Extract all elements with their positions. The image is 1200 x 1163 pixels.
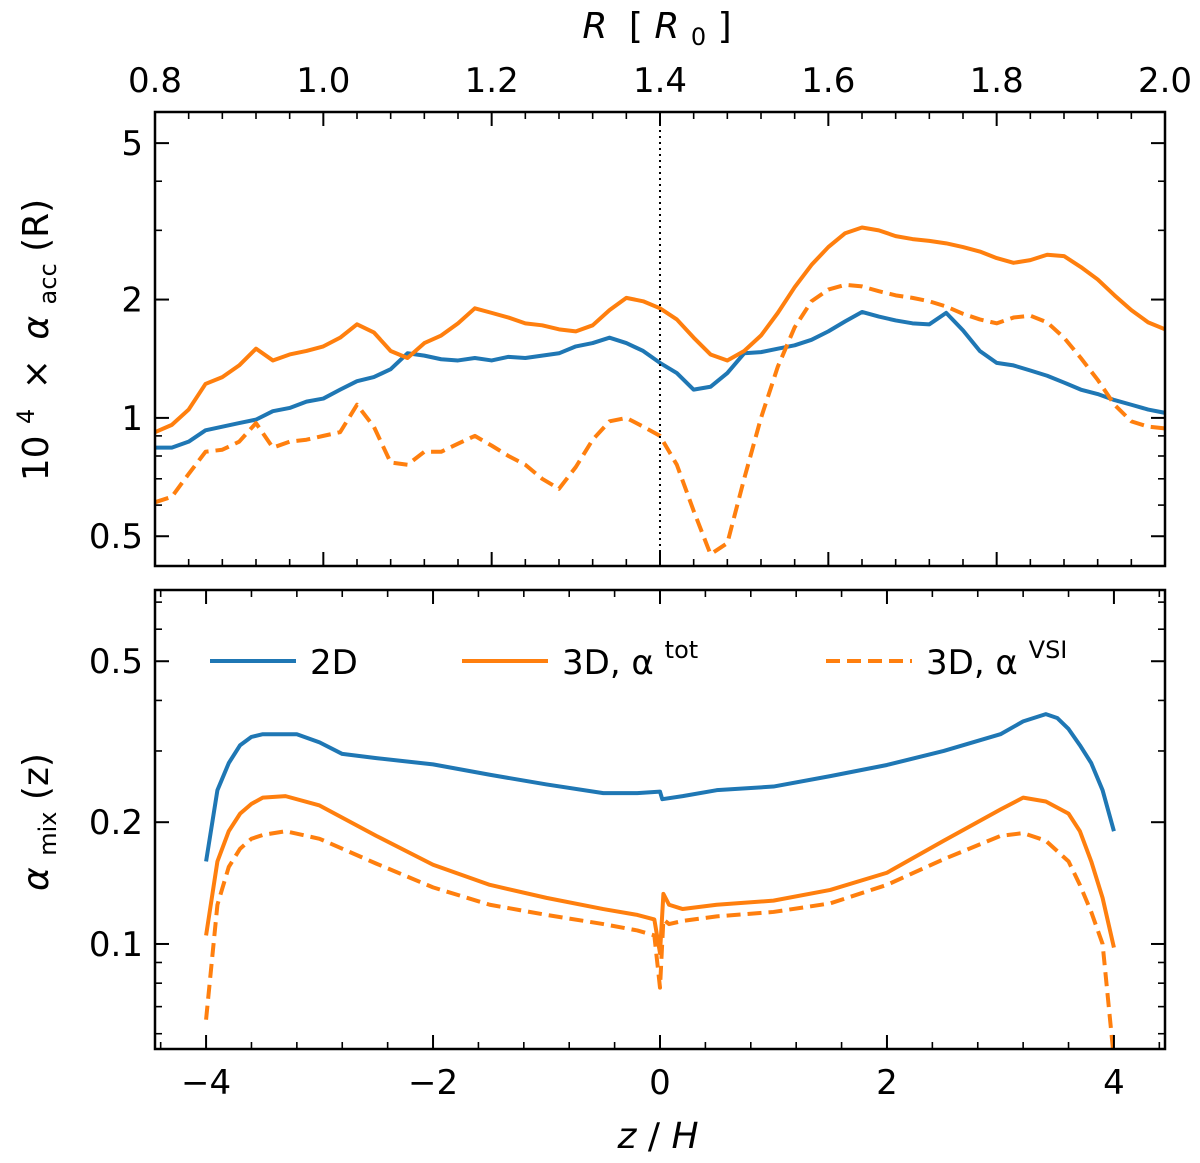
top-ylabel-base: 10 — [16, 435, 57, 481]
bottom-xlabel: z / H — [616, 1116, 698, 1157]
legend-label-3d-vsi-main: 3D, α — [926, 643, 1018, 683]
top-xtick-label: 0.8 — [128, 61, 182, 101]
bottom-series-3d-tot — [204, 794, 1116, 955]
top-series-group — [155, 225, 1165, 557]
bottom-ylabel: α mix (z) — [16, 753, 65, 891]
bottom-xtick-label: 2 — [876, 1063, 898, 1103]
top-panel: 0.8 1.0 1.2 1.4 1.6 1.8 2.0 0.5 1 2 5 R [ R 0 ] 10… — [2, 6, 1192, 568]
top-series-3d-vsi-dashed — [155, 282, 1165, 557]
top-series-3d-tot — [155, 225, 1165, 434]
legend: 2D 3D, α tot 3D, α VSI — [210, 636, 1067, 683]
top-ytick-label: 1 — [121, 399, 143, 439]
bottom-ytick-label: 0.2 — [89, 803, 143, 843]
bottom-series-3d-vsi-dashed — [204, 829, 1115, 1049]
legend-label-3d-vsi: 3D, α VSI — [926, 636, 1067, 683]
top-ylabel: 10 4 × α acc (R) — [2, 199, 65, 481]
bottom-xlabel-z: z — [616, 1116, 637, 1157]
legend-label-2d: 2D — [310, 643, 358, 683]
top-ylabel-arg: (R) — [16, 199, 57, 252]
bottom-xlabel-slash: / — [648, 1116, 661, 1157]
top-ticks-group: 0.8 1.0 1.2 1.4 1.6 1.8 2.0 0.5 1 2 5 — [89, 61, 1192, 566]
top-ytick-label: 5 — [121, 124, 143, 164]
top-xlabel-unit-sub: 0 — [691, 23, 706, 51]
top-ylabel-times: × — [16, 359, 57, 389]
bottom-ylabel-arg: (z) — [16, 753, 57, 800]
legend-label-3d-tot-main: 3D, α — [562, 643, 654, 683]
bottom-axes-frame — [153, 588, 1167, 1051]
top-axes-frame — [153, 110, 1167, 568]
top-xlabel-var: R — [582, 6, 607, 47]
top-xtick-label: 1.2 — [465, 61, 519, 101]
legend-label-3d-vsi-sup: VSI — [1029, 636, 1068, 664]
bottom-xtick-label: −4 — [181, 1063, 231, 1103]
top-xlabel-unit: R — [654, 6, 679, 47]
top-xtick-label: 1.0 — [296, 61, 350, 101]
bottom-ylabel-alpha: α — [16, 867, 57, 891]
bottom-ytick-label: 0.5 — [89, 642, 143, 682]
top-xlabel: R [ R 0 ] — [582, 6, 731, 54]
legend-label-3d-tot: 3D, α tot — [562, 636, 698, 683]
top-xtick-label: 1.6 — [801, 61, 855, 101]
top-series-2d — [155, 309, 1165, 450]
top-xtick-label: 1.8 — [970, 61, 1024, 101]
top-xlabel-open: [ — [629, 6, 643, 47]
legend-label-3d-tot-sup: tot — [665, 636, 699, 664]
top-ylabel-sup: 4 — [12, 409, 40, 424]
top-ytick-label: 0.5 — [89, 517, 143, 557]
top-xtick-label: 2.0 — [1138, 61, 1192, 101]
bottom-xtick-label: −2 — [408, 1063, 458, 1103]
bottom-xtick-label: 0 — [649, 1063, 671, 1103]
bottom-series-group — [204, 712, 1116, 1049]
top-xtick-label: 1.4 — [633, 61, 687, 101]
top-ylabel-sub: acc — [34, 263, 62, 304]
bottom-series-2d — [204, 712, 1116, 862]
bottom-ticks-group: −4 −2 0 2 4 0.1 0.2 0.5 — [89, 590, 1165, 1103]
bottom-ytick-label: 0.1 — [89, 925, 143, 965]
bottom-panel: −4 −2 0 2 40.10.20.5 2D 3D, α tot 3D, α VSI … — [16, 588, 1167, 1157]
bottom-xtick-label: 4 — [1103, 1063, 1125, 1103]
bottom-xlabel-h: H — [671, 1116, 698, 1157]
top-ylabel-alpha: α — [16, 316, 57, 340]
top-xlabel-close: ] — [718, 6, 732, 47]
top-ytick-label: 2 — [121, 281, 143, 321]
bottom-ylabel-sub: mix — [34, 812, 62, 856]
